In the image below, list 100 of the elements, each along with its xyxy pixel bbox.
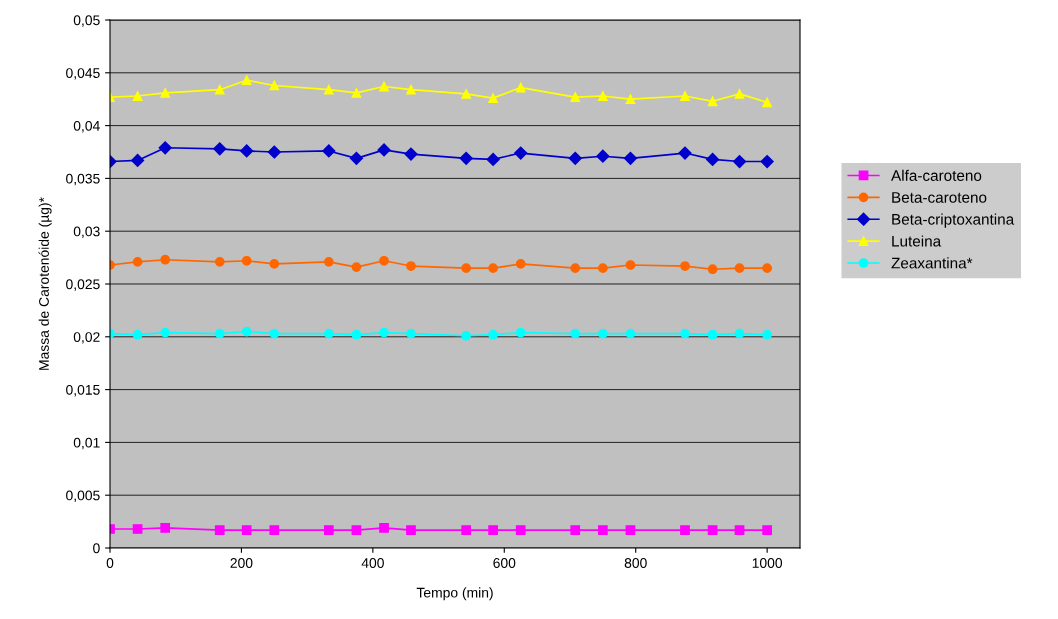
point (486, 152, 500, 166)
point (680, 261, 690, 271)
point (515, 259, 526, 269)
x-tick-label: 400 (361, 558, 384, 568)
point (323, 525, 334, 535)
point (707, 329, 718, 340)
point (349, 151, 364, 165)
point (568, 151, 582, 165)
x-tick-label: 1000 (752, 558, 783, 568)
legend-label: Beta-criptoxantina (892, 213, 1015, 228)
point (515, 82, 526, 93)
point (351, 525, 362, 535)
legend-label: Alfa-caroteno (891, 169, 982, 181)
point (214, 525, 225, 535)
y-tick-label: 0,025 (66, 279, 100, 291)
point (762, 525, 773, 535)
x-tick-label: 0 (106, 558, 114, 568)
point (160, 523, 171, 533)
point (762, 263, 773, 274)
point (707, 264, 718, 275)
y-tick-label: 0 (93, 543, 100, 554)
point (351, 329, 362, 340)
point (323, 256, 334, 267)
point (406, 84, 416, 95)
point (623, 151, 638, 165)
point (625, 260, 636, 270)
point (269, 259, 280, 269)
x-tick-label: 600 (493, 558, 516, 568)
point (680, 525, 690, 535)
point (267, 145, 281, 159)
point (570, 92, 581, 102)
legend-label: Luteina (892, 235, 942, 247)
point (680, 91, 690, 101)
point (240, 144, 254, 158)
legend-label: Beta-caroteno (892, 192, 987, 203)
point (132, 329, 143, 340)
point (269, 525, 280, 535)
point (351, 88, 362, 98)
point (732, 154, 747, 169)
point (269, 328, 280, 339)
point (461, 525, 472, 535)
legend-label: Zeaxantina* (891, 257, 973, 269)
x-axis-title: Tempo (min) (416, 587, 493, 601)
point (461, 89, 472, 99)
point (323, 84, 334, 95)
point (734, 525, 745, 535)
point (406, 525, 416, 535)
point (570, 525, 581, 535)
point (625, 328, 636, 339)
point (241, 75, 252, 86)
point (488, 263, 498, 274)
point (461, 263, 472, 274)
point (597, 263, 608, 274)
point (269, 80, 280, 91)
point (514, 146, 528, 160)
x-tick-label: 200 (230, 558, 253, 568)
point (515, 327, 526, 338)
point (351, 262, 362, 272)
point (322, 144, 336, 158)
y-tick-label: 0,02 (73, 332, 100, 344)
point (488, 525, 498, 535)
point (488, 93, 498, 104)
point (488, 329, 498, 340)
point (461, 330, 472, 341)
point (158, 141, 172, 155)
point (597, 525, 608, 535)
y-tick-label: 0,035 (66, 173, 100, 186)
y-tick-label: 0,005 (66, 490, 100, 503)
point (379, 255, 389, 266)
y-tick-label: 0,03 (73, 226, 100, 239)
point (707, 96, 718, 107)
point (570, 328, 581, 339)
point (762, 97, 773, 108)
point (760, 154, 774, 169)
y-tick-label: 0,05 (73, 15, 100, 27)
point (323, 328, 334, 339)
point (241, 525, 252, 535)
point (379, 81, 389, 92)
point (214, 256, 225, 267)
point (132, 91, 143, 101)
point (406, 328, 416, 339)
point (214, 328, 225, 339)
point (379, 327, 389, 338)
point (160, 88, 171, 98)
point (241, 326, 252, 337)
point (214, 84, 225, 95)
point (762, 329, 773, 340)
y-axis-title: Massa de Carotenóide (µg)* (38, 197, 52, 370)
point (734, 328, 745, 339)
point (678, 146, 692, 160)
point (597, 328, 608, 339)
point (707, 525, 718, 535)
point (515, 525, 526, 535)
y-tick-label: 0,01 (73, 437, 100, 450)
point (625, 525, 636, 535)
y-tick-label: 0,04 (73, 120, 100, 133)
point (379, 523, 389, 533)
point (213, 142, 227, 156)
point (734, 89, 745, 99)
x-tick-label: 800 (624, 558, 647, 568)
